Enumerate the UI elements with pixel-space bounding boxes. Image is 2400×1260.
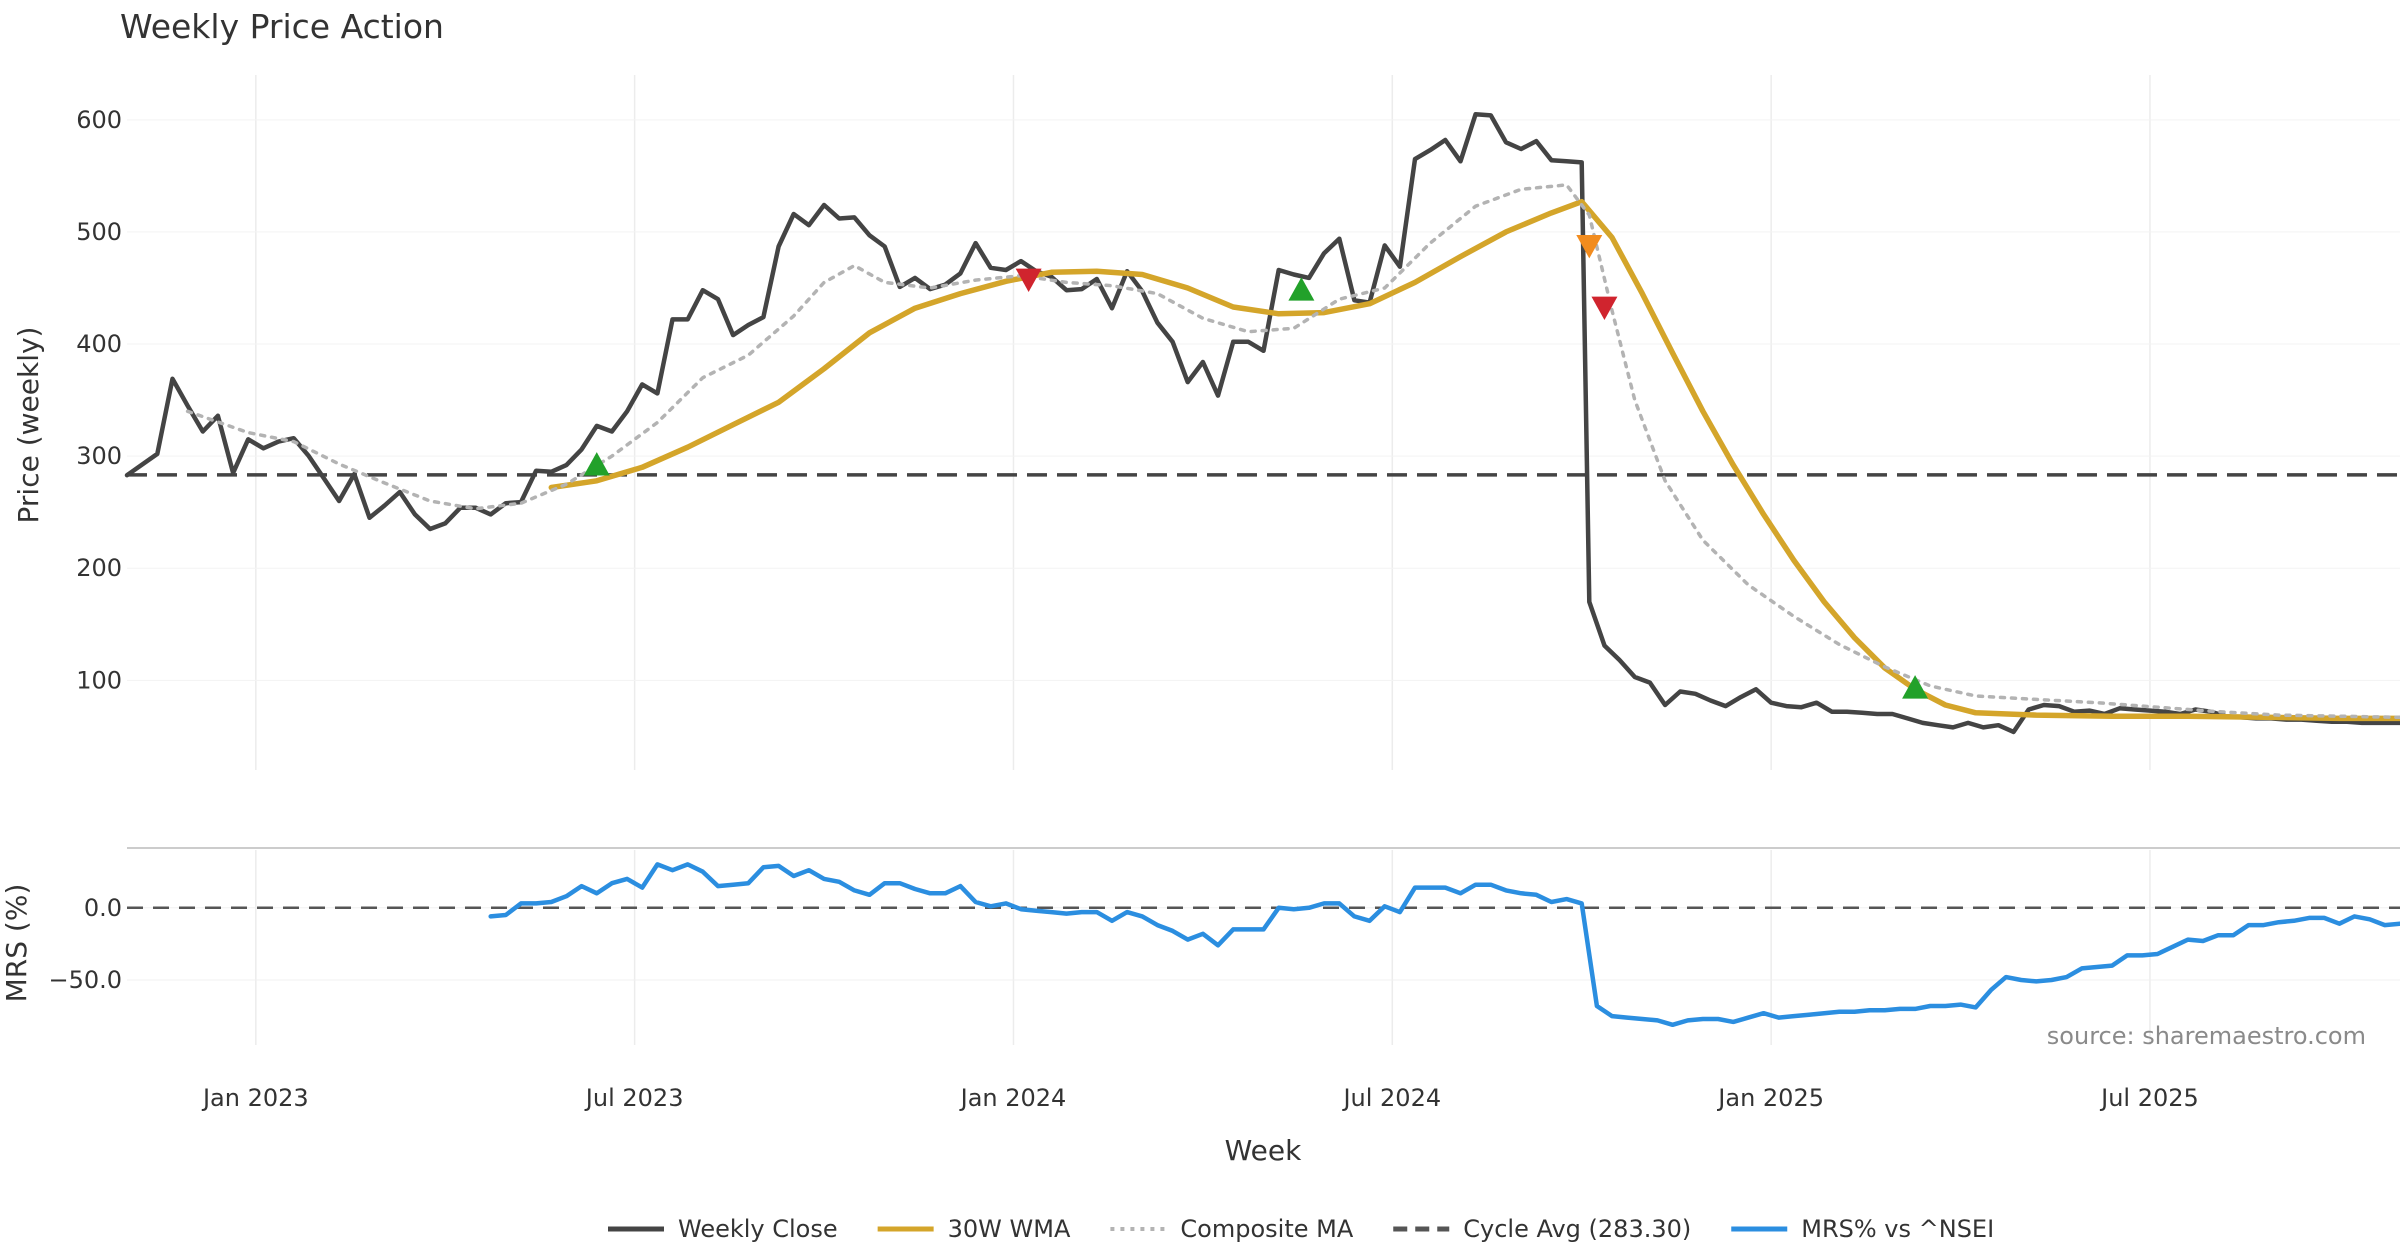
price-y-tick-label: 100 <box>76 666 122 694</box>
series-weekly-close <box>124 111 2400 735</box>
price-y-axis-label: Price (weekly) <box>12 327 45 524</box>
series-composite-ma <box>185 183 2400 720</box>
legend-label: Cycle Avg (283.30) <box>1463 1215 1691 1243</box>
legend: Weekly Close 30W WMA Composite MA Cycle Avg… <box>608 1215 1994 1243</box>
mrs-y-tick-label: −50.0 <box>48 966 122 994</box>
x-tick-label: Jan 2023 <box>201 1084 309 1112</box>
x-tick-label: Jan 2024 <box>959 1084 1067 1112</box>
price-y-tick-label: 200 <box>76 554 122 582</box>
source-annotation: source: sharemaestro.com <box>2047 1022 2366 1050</box>
signal-markers <box>583 234 1929 699</box>
sell-signal-marker <box>1591 296 1618 321</box>
legend-label: Composite MA <box>1180 1215 1353 1243</box>
buy-signal-marker <box>1288 277 1315 301</box>
x-tick-label: Jul 2023 <box>584 1084 684 1112</box>
mrs-panel <box>127 847 2400 1028</box>
buy-signal-marker <box>1902 675 1929 699</box>
mrs-y-tick-label: 0.0 <box>84 894 122 922</box>
x-tick-label: Jul 2024 <box>1341 1084 1441 1112</box>
axes: Jan 2023 Jul 2023 Jan 2024 Jul 2024 Jan 2025… <box>48 106 2198 1112</box>
x-axis-label: Week <box>1225 1134 1302 1167</box>
price-y-tick-label: 600 <box>76 106 122 134</box>
sell-signal-marker <box>1576 234 1603 259</box>
buy-signal-marker <box>583 452 610 476</box>
series-30w-wma <box>548 198 2400 722</box>
price-y-tick-label: 400 <box>76 330 122 358</box>
gridlines <box>127 75 2400 1045</box>
mrs-y-axis-label: MRS (%) <box>0 884 33 1003</box>
price-y-tick-label: 300 <box>76 442 122 470</box>
legend-label: Weekly Close <box>678 1215 838 1243</box>
x-tick-label: Jan 2025 <box>1716 1084 1824 1112</box>
x-tick-label: Jul 2025 <box>2099 1084 2199 1112</box>
price-series-layer <box>124 111 2400 735</box>
price-y-tick-label: 500 <box>76 218 122 246</box>
legend-label: 30W WMA <box>948 1215 1071 1243</box>
series-mrs-line <box>488 862 2400 1028</box>
legend-label: MRS% vs ^NSEI <box>1801 1215 1994 1243</box>
sell-signal-marker <box>1015 268 1042 293</box>
chart-title: Weekly Price Action <box>120 7 444 46</box>
